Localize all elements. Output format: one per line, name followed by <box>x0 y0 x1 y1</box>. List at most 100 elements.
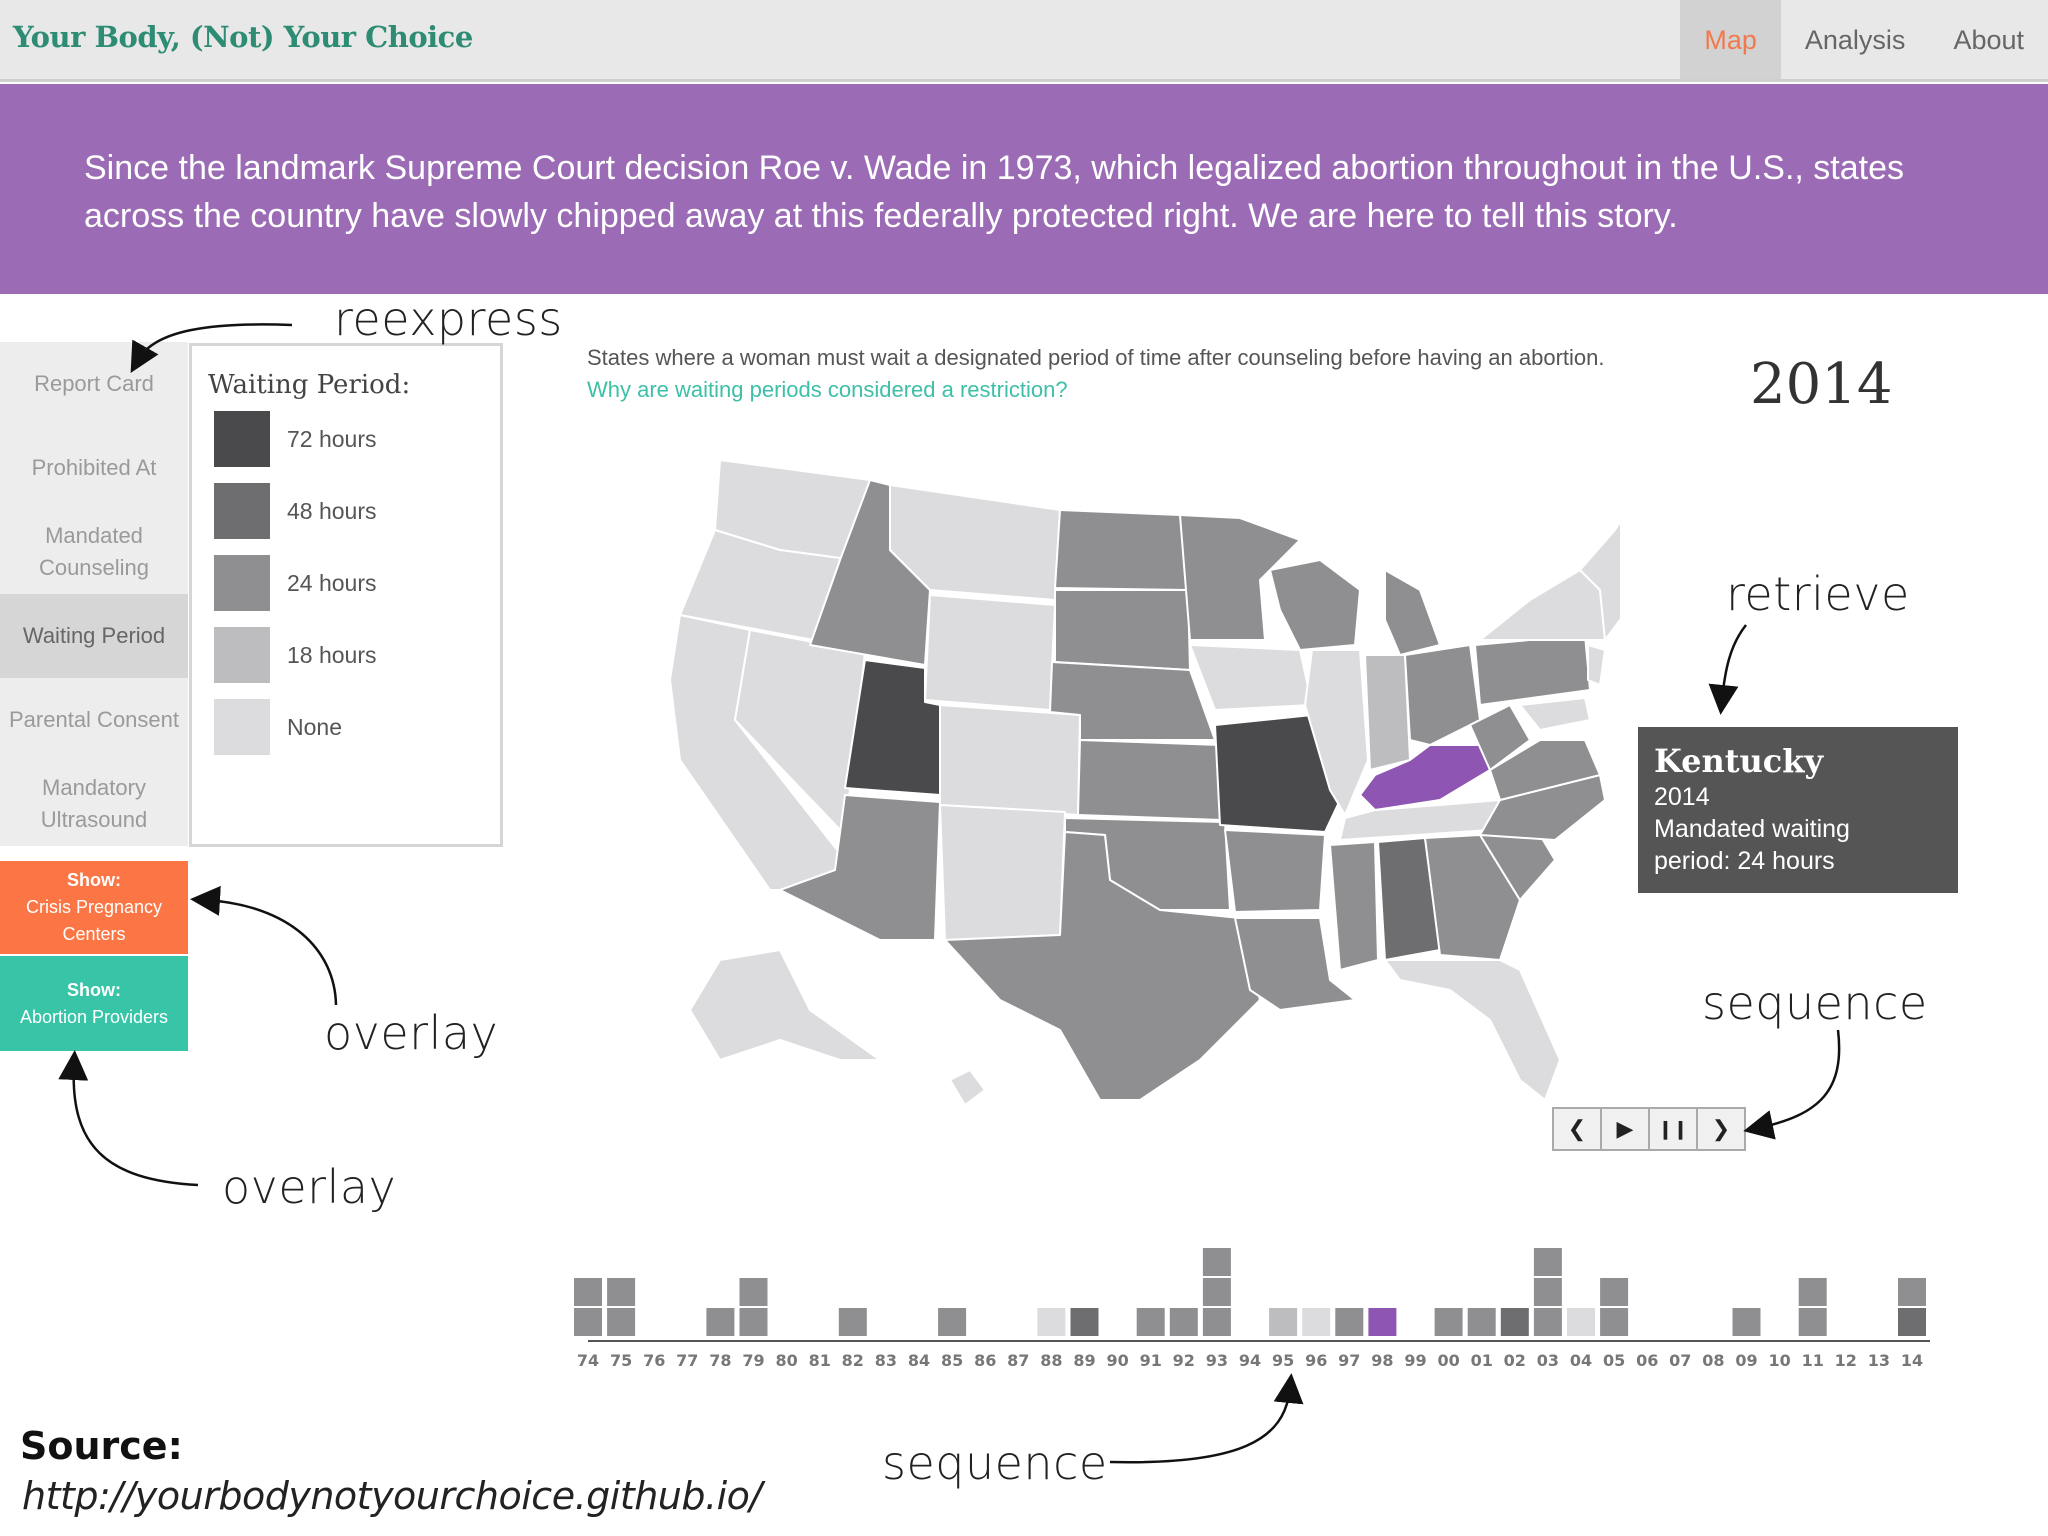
timeline-event-block[interactable] <box>1898 1308 1926 1336</box>
timeline-year-label[interactable]: 85 <box>941 1351 963 1370</box>
state-south-dakota[interactable] <box>1054 589 1191 671</box>
timeline-event-block[interactable] <box>607 1278 636 1306</box>
timeline-event-block[interactable] <box>1467 1308 1496 1336</box>
timeline-year-label[interactable]: 79 <box>742 1351 764 1370</box>
state-colorado[interactable] <box>939 704 1081 816</box>
timeline-year-label[interactable]: 92 <box>1173 1351 1195 1370</box>
state-mississippi[interactable] <box>1329 841 1379 971</box>
timeline-year-label[interactable]: 14 <box>1901 1351 1923 1370</box>
timeline-year-label[interactable]: 04 <box>1570 1351 1592 1370</box>
state-wyoming[interactable] <box>924 594 1056 711</box>
nav-map[interactable]: Map <box>1680 0 1781 79</box>
state-kansas[interactable] <box>1077 739 1223 821</box>
timeline-year-label[interactable]: 93 <box>1206 1351 1228 1370</box>
timeline-event-block[interactable] <box>1798 1308 1827 1336</box>
timeline-year-label[interactable]: 81 <box>809 1351 831 1370</box>
sidebar-item-waiting-period[interactable]: Waiting Period <box>0 594 188 678</box>
state-arkansas[interactable] <box>1224 829 1326 913</box>
timeline-year-label[interactable]: 87 <box>1007 1351 1029 1370</box>
state-new-york[interactable] <box>1479 569 1606 641</box>
timeline-year-label[interactable]: 86 <box>974 1351 996 1370</box>
state-indiana[interactable] <box>1364 654 1411 771</box>
show-abortion-providers-button[interactable]: Show: Abortion Providers <box>0 956 188 1051</box>
next-year-button[interactable]: ❯ <box>1696 1107 1746 1151</box>
state-wisconsin[interactable] <box>1269 559 1361 651</box>
state-north-dakota[interactable] <box>1054 509 1189 591</box>
state-new-england[interactable] <box>1579 490 1620 641</box>
timeline-event-block[interactable] <box>1567 1308 1595 1336</box>
timeline-event-block[interactable] <box>1136 1308 1165 1336</box>
timeline-year-label[interactable]: 98 <box>1371 1351 1393 1370</box>
timeline-year-label[interactable]: 89 <box>1073 1351 1095 1370</box>
timeline-event-block[interactable] <box>1533 1278 1562 1306</box>
timeline-event-block[interactable] <box>1434 1308 1463 1336</box>
timeline-event-block[interactable] <box>1169 1308 1198 1336</box>
state-tennessee[interactable] <box>1339 799 1501 841</box>
state-louisiana[interactable] <box>1234 917 1356 1011</box>
timeline-event-block[interactable] <box>1533 1308 1562 1336</box>
timeline-event-block[interactable] <box>574 1278 602 1306</box>
state-new-jersey[interactable] <box>1587 644 1606 686</box>
timeline-year-label[interactable]: 91 <box>1140 1351 1162 1370</box>
timeline-year-label[interactable]: 77 <box>676 1351 698 1370</box>
nav-about[interactable]: About <box>1953 25 2024 55</box>
timeline-year-label[interactable]: 78 <box>709 1351 731 1370</box>
timeline-year-label[interactable]: 05 <box>1603 1351 1625 1370</box>
timeline-event-block[interactable] <box>1037 1308 1066 1336</box>
timeline-event-block[interactable] <box>1202 1278 1231 1306</box>
state-michigan[interactable] <box>1384 569 1441 656</box>
state-new-mexico[interactable] <box>939 804 1066 941</box>
timeline-event-block[interactable] <box>1302 1308 1331 1336</box>
state-florida[interactable] <box>1384 959 1561 1101</box>
state-virginia[interactable] <box>1489 739 1601 801</box>
timeline-year-label[interactable]: 10 <box>1768 1351 1790 1370</box>
timeline-year-label[interactable]: 13 <box>1868 1351 1890 1370</box>
state-illinois[interactable] <box>1304 649 1369 816</box>
timeline-year-label[interactable]: 11 <box>1802 1351 1824 1370</box>
timeline-year-label[interactable]: 80 <box>775 1351 797 1370</box>
sidebar-item-parental-consent[interactable]: Parental Consent <box>0 678 188 762</box>
timeline-event-block[interactable] <box>574 1308 602 1336</box>
timeline-event-block[interactable] <box>1798 1278 1827 1306</box>
state-montana[interactable] <box>889 484 1061 601</box>
state-hawaii[interactable] <box>949 1069 986 1106</box>
state-ohio[interactable] <box>1404 644 1481 746</box>
timeline-event-block[interactable] <box>938 1308 967 1336</box>
timeline-year-label[interactable]: 01 <box>1471 1351 1493 1370</box>
previous-year-button[interactable]: ❮ <box>1552 1107 1602 1151</box>
timeline-year-label[interactable]: 06 <box>1636 1351 1658 1370</box>
timeline-year-label[interactable]: 08 <box>1702 1351 1724 1370</box>
timeline-year-label[interactable]: 95 <box>1272 1351 1294 1370</box>
sidebar-item-mandated-counseling[interactable]: Mandated Counseling <box>0 510 188 594</box>
timeline-event-block[interactable] <box>739 1308 768 1336</box>
site-brand[interactable]: Your Body, (Not) Your Choice <box>13 20 473 54</box>
timeline-event-block[interactable] <box>706 1308 735 1336</box>
timeline-event-block[interactable] <box>838 1308 867 1336</box>
timeline-year-label[interactable]: 07 <box>1669 1351 1691 1370</box>
timeline-year-label[interactable]: 00 <box>1437 1351 1459 1370</box>
timeline-year-label[interactable]: 03 <box>1537 1351 1559 1370</box>
timeline-year-label[interactable]: 84 <box>908 1351 930 1370</box>
timeline-year-label[interactable]: 90 <box>1106 1351 1128 1370</box>
timeline-year-label[interactable]: 09 <box>1735 1351 1757 1370</box>
state-georgia[interactable] <box>1424 834 1521 961</box>
state-west-virginia[interactable] <box>1469 704 1531 771</box>
timeline-year-label[interactable]: 97 <box>1338 1351 1360 1370</box>
timeline-event-block[interactable] <box>1335 1308 1364 1336</box>
nav-analysis[interactable]: Analysis <box>1804 25 1906 55</box>
timeline-year-label[interactable]: 82 <box>842 1351 864 1370</box>
timeline-year-label[interactable]: 75 <box>610 1351 632 1370</box>
timeline-year-label[interactable]: 76 <box>643 1351 665 1370</box>
timeline-event-block[interactable] <box>1070 1308 1099 1336</box>
timeline-year-label[interactable]: 83 <box>875 1351 897 1370</box>
state-alaska[interactable] <box>689 949 881 1061</box>
sidebar-item-mandatory-ultrasound[interactable]: Mandatory Ultrasound <box>0 762 188 846</box>
timeline-year-label[interactable]: 12 <box>1835 1351 1857 1370</box>
timeline-event-block[interactable] <box>1500 1308 1529 1336</box>
timeline-event-block[interactable] <box>1202 1308 1231 1336</box>
state-pennsylvania[interactable] <box>1474 634 1591 706</box>
timeline-year-label[interactable]: 94 <box>1239 1351 1261 1370</box>
timeline-event-block[interactable] <box>1269 1308 1298 1336</box>
timeline-year-label[interactable]: 99 <box>1404 1351 1426 1370</box>
timeline-event-block[interactable] <box>1368 1308 1397 1336</box>
